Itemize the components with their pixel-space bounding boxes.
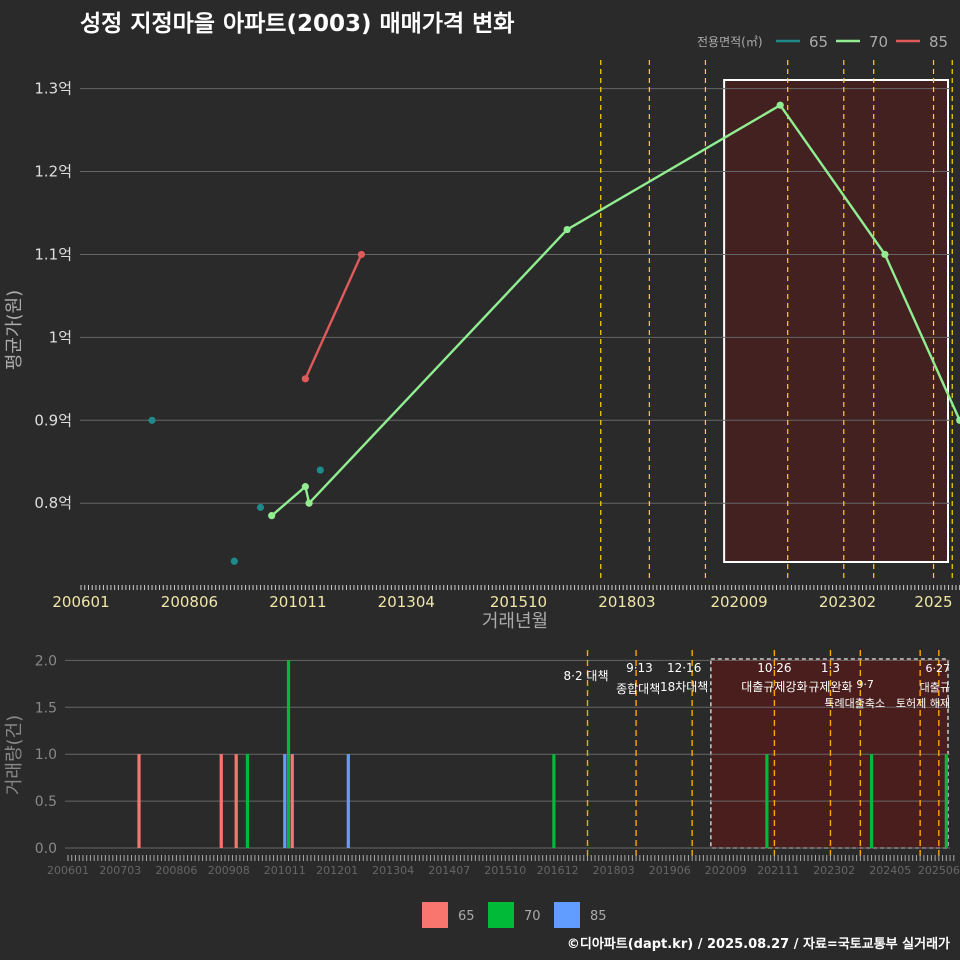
x-tick-label: 201304 (378, 593, 435, 611)
bottom-legend-label-85: 85 (590, 909, 607, 924)
bottom-x-tick-label: 202506 (918, 864, 960, 877)
bottom-x-tick-label: 200601 (47, 864, 89, 877)
series-85-line (304, 253, 363, 380)
series-65-point (316, 466, 324, 474)
x-tick-label: 202302 (819, 593, 876, 611)
y-tick-label: 1.3억 (34, 80, 72, 98)
bar-70 (286, 660, 291, 848)
bar-65 (234, 754, 238, 848)
bottom-x-tick-label: 201803 (593, 864, 635, 877)
policy-label: 규제완화 (808, 680, 852, 694)
bottom-x-tick-label: 202405 (869, 864, 911, 877)
series-70-point (776, 101, 784, 109)
bottom-legend-label-70: 70 (524, 909, 541, 924)
bottom-x-tick-label: 201201 (316, 864, 358, 877)
legend-label-85: 85 (929, 33, 948, 51)
legend-label-70: 70 (869, 33, 888, 51)
bar-70 (552, 754, 556, 848)
y-tick-label: 0.9억 (34, 411, 72, 429)
bottom-x-tick-label: 200703 (99, 864, 141, 877)
bottom-legend-label-65: 65 (458, 909, 475, 924)
x-tick-label: 200806 (161, 593, 218, 611)
y-axis-title: 평균가(원) (4, 290, 25, 370)
x-tick-label: 201011 (269, 593, 326, 611)
bottom-x-tick-label: 202302 (813, 864, 855, 877)
policy-date: 12·16 (667, 661, 701, 675)
bottom-x-tick-label: 201612 (537, 864, 579, 877)
policy-date: 10·26 (757, 661, 791, 675)
policy-label: 8·2 대책 (564, 668, 609, 683)
bottom-y-tick-label: 0.5 (35, 794, 57, 810)
bar-65 (219, 754, 223, 848)
bar-85 (283, 754, 287, 848)
bottom-y-tick-label: 2.0 (35, 653, 57, 669)
policy-label: 대출규 (920, 681, 950, 694)
x-tick-label: 202009 (710, 593, 767, 611)
x-tick-label: 200601 (52, 593, 109, 611)
x-tick-label: 201803 (598, 593, 655, 611)
y-tick-label: 1.1억 (34, 245, 72, 263)
bar-70 (765, 754, 769, 848)
legend-title: 전용면적(㎡) (697, 35, 763, 49)
policy-label: 특례대출축소 (824, 697, 885, 710)
x-axis-title: 거래년월 (482, 611, 548, 632)
bottom-x-tick-label: 201407 (428, 864, 470, 877)
bar-65 (137, 754, 141, 848)
bottom-x-tick-label: 200806 (155, 864, 197, 877)
source-footer: ©디아파트(dapt.kr) / 2025.08.27 / 자료=국토교통부 실… (566, 937, 950, 952)
series-65-point (230, 557, 238, 565)
legend-swatch-70 (488, 902, 514, 928)
bar-70 (944, 754, 948, 848)
bottom-y-axis-title: 거래량(건) (4, 715, 25, 795)
series-70-point (268, 512, 276, 520)
policy-date: 6·27 (926, 662, 951, 675)
bar-65 (290, 754, 294, 848)
series-65-point (256, 503, 265, 511)
policy-label: 18차대책 (660, 679, 708, 694)
policy-label: 대출규제강화 (741, 680, 807, 694)
bottom-y-tick-label: 1.0 (35, 747, 57, 763)
bottom-x-tick-label: 201304 (372, 864, 414, 877)
series-85-point (357, 250, 366, 259)
legend-label-65: 65 (809, 33, 828, 51)
bottom-y-tick-label: 1.5 (35, 700, 57, 716)
legend-swatch-65 (422, 902, 448, 928)
y-tick-label: 0.8억 (34, 494, 72, 512)
bottom-x-tick-label: 201906 (649, 864, 691, 877)
series-85-point (301, 375, 309, 383)
policy-date: 1·3 (821, 661, 840, 675)
policy-date: 9·7 (856, 678, 874, 691)
policy-label: 토허제 해제 (896, 696, 950, 710)
series-70-point (563, 225, 571, 234)
x-tick-label: 201510 (490, 593, 547, 611)
y-tick-label: 1억 (49, 328, 72, 346)
y-tick-label: 1.2억 (34, 163, 72, 181)
policy-date: 9·13 (626, 661, 653, 675)
series-70-point (956, 416, 960, 424)
series-70-point (301, 483, 309, 491)
highlight-region (723, 79, 949, 563)
bottom-y-tick-label: 0.0 (35, 841, 57, 857)
x-tick-label: 2025 (914, 593, 952, 611)
chart-title: 성정 지정마을 아파트(2003) 매매가격 변화 (80, 11, 515, 37)
series-70-point (881, 250, 889, 259)
series-70-point (305, 499, 313, 507)
bottom-x-tick-label: 202111 (757, 864, 799, 877)
bar-85 (346, 754, 350, 848)
legend-swatch-85 (554, 902, 580, 928)
bottom-x-tick-label: 201510 (484, 864, 526, 877)
bar-70 (869, 754, 874, 848)
bar-70 (245, 754, 249, 848)
bottom-x-tick-label: 201011 (264, 864, 306, 877)
series-65-point (148, 416, 156, 424)
bottom-highlight-region (710, 658, 949, 849)
policy-label: 종합대책 (616, 681, 660, 696)
bottom-x-tick-label: 200908 (208, 864, 250, 877)
bottom-x-tick-label: 202009 (705, 864, 747, 877)
